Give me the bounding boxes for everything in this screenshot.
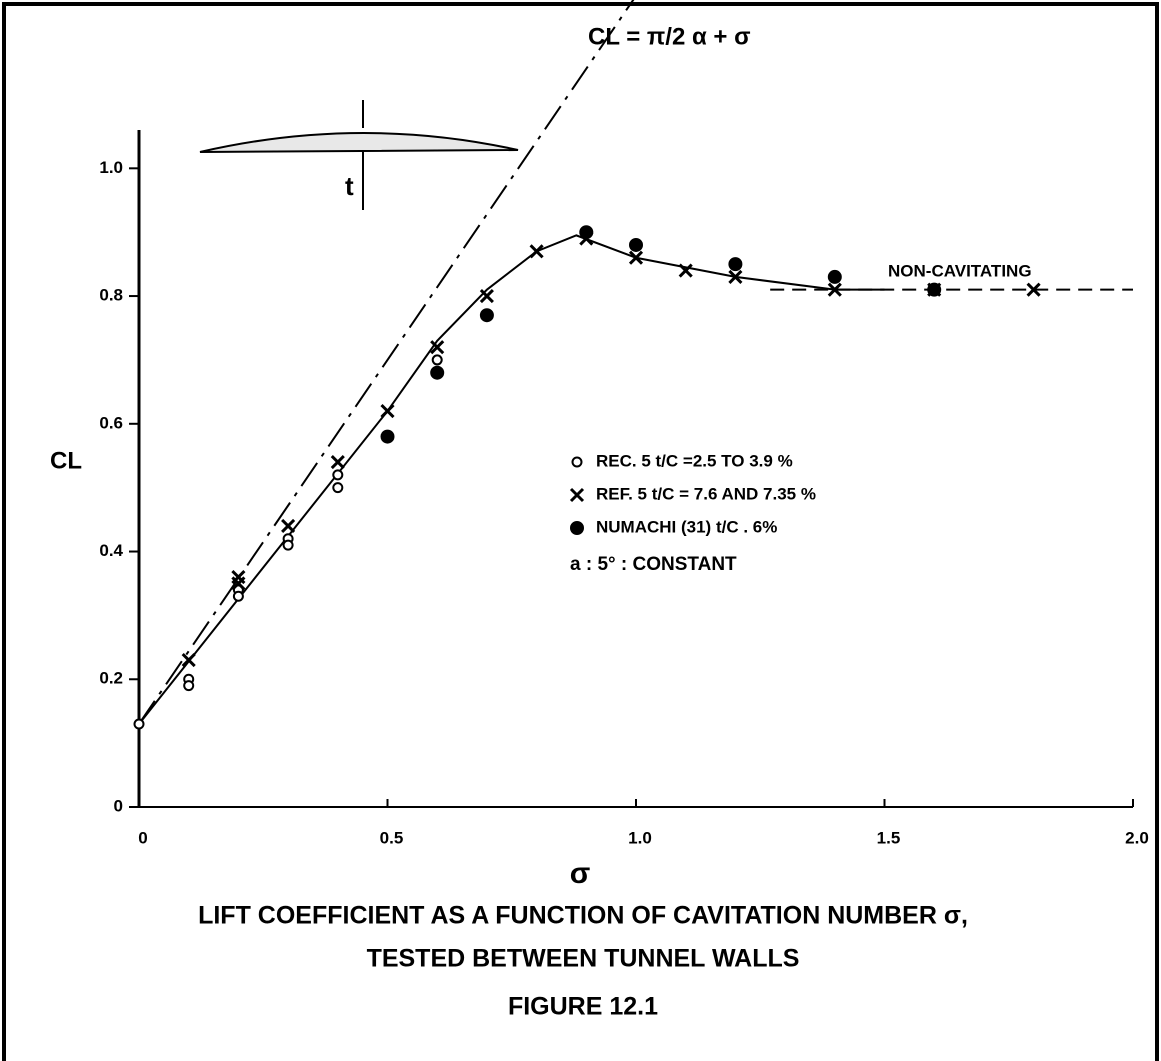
point (330, 455, 345, 470)
point (1026, 282, 1041, 297)
point (827, 282, 842, 297)
x-tick-label: 0 (138, 828, 147, 847)
point (231, 576, 246, 591)
point (332, 482, 344, 494)
x-tick-label: 0.5 (380, 828, 404, 847)
point (181, 653, 196, 668)
legend-marker (571, 456, 583, 468)
annotation: a : 5° : CONSTANT (570, 554, 737, 575)
x-tick-label: 2.0 (1125, 828, 1149, 847)
title: TESTED BETWEEN TUNNEL WALLS (367, 945, 800, 973)
point (232, 590, 244, 602)
point (133, 718, 145, 730)
point (827, 269, 842, 284)
point (728, 257, 743, 272)
legend-label: REF. 5 t/C = 7.6 AND 7.35 % (596, 484, 816, 503)
point (183, 680, 195, 692)
airfoil-sketch (199, 132, 519, 153)
y-tick-label: 0.4 (99, 541, 123, 560)
curve (138, 0, 635, 725)
point (529, 244, 544, 259)
point (282, 539, 294, 551)
legend-marker (569, 487, 585, 503)
point (431, 354, 443, 366)
y-tick-label: 0.6 (99, 413, 123, 432)
point (628, 250, 644, 265)
title: FIGURE 12.1 (508, 993, 658, 1021)
point (430, 340, 445, 355)
point (927, 282, 942, 297)
y-tick-label: 0.8 (99, 286, 123, 305)
point (380, 403, 395, 419)
point (678, 263, 693, 278)
point (479, 308, 494, 323)
y-tick-label: 0 (114, 796, 123, 815)
point (281, 518, 296, 534)
title: LIFT COEFFICIENT AS A FUNCTION OF CAVITA… (198, 902, 968, 930)
thickness-label: t (345, 171, 354, 201)
point (380, 429, 395, 444)
y-tick-label: 0.2 (99, 669, 123, 688)
legend-label: NUMACHI (31) t/C . 6% (596, 517, 777, 536)
point (332, 469, 344, 481)
point (579, 225, 594, 240)
x-axis-label: σ (570, 857, 591, 890)
x-tick-label: 1.0 (628, 828, 652, 847)
y-tick-label: 1.0 (99, 158, 123, 177)
point (629, 237, 643, 252)
point (430, 365, 445, 380)
equation: CL = π/2 α + σ (588, 23, 751, 50)
point (479, 288, 494, 304)
legend-label: REC. 5 t/C =2.5 TO 3.9 % (596, 451, 793, 470)
y-axis-label: CL (50, 447, 82, 474)
x-tick-label: 1.5 (877, 828, 901, 847)
point (728, 269, 743, 284)
curve (138, 234, 885, 725)
legend-marker (570, 521, 584, 535)
annotation: NON-CAVITATING (888, 261, 1032, 280)
